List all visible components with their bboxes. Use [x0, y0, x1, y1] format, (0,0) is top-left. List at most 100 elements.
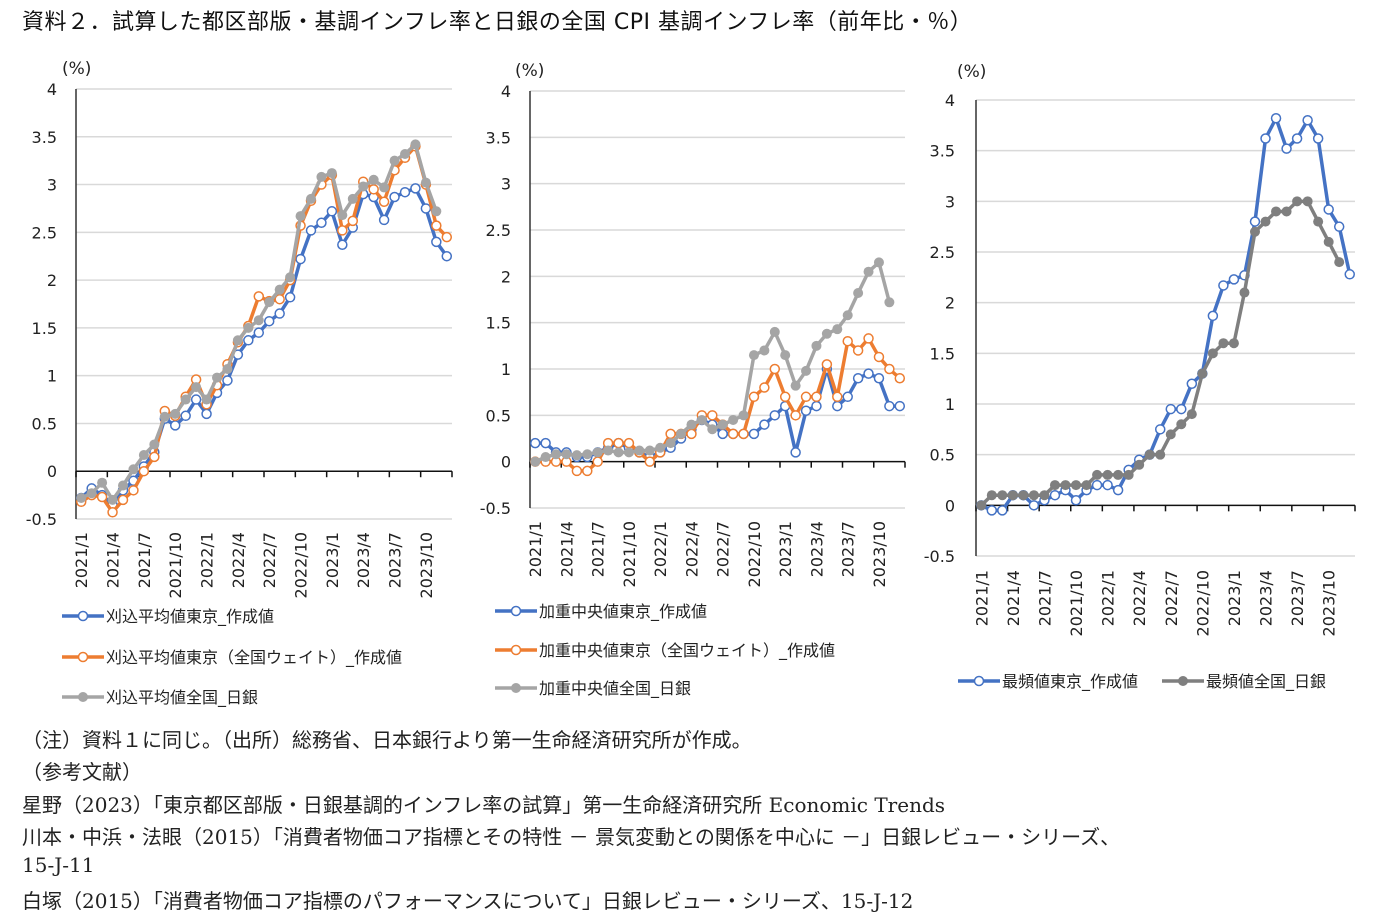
data-point	[326, 206, 338, 217]
data-point	[1123, 469, 1134, 480]
data-point	[1186, 378, 1198, 389]
x-tick-label: 2021/7	[135, 532, 154, 588]
data-point	[389, 155, 400, 166]
legend-label: 最頻値全国_日銀	[1206, 672, 1326, 692]
data-point	[571, 450, 582, 461]
data-point	[655, 442, 666, 453]
legend-label: 刈込平均値全国_日銀	[106, 688, 258, 708]
series-line	[535, 367, 900, 459]
data-point	[1060, 480, 1071, 491]
data-point	[431, 236, 442, 248]
y-tick-label: 1.5	[486, 314, 511, 333]
data-point	[1292, 196, 1303, 207]
data-point	[842, 310, 853, 321]
y-tick-label: 3.5	[930, 142, 955, 161]
data-point	[1270, 112, 1282, 124]
y-tick-label: 1.5	[930, 344, 955, 363]
data-point	[811, 391, 822, 403]
data-point	[790, 410, 801, 421]
data-point	[149, 439, 160, 450]
data-point	[540, 452, 551, 463]
data-point	[811, 340, 822, 351]
y-tick-label: 2.5	[486, 221, 511, 240]
x-tick-label: 2023/1	[1225, 570, 1244, 626]
x-tick-label: 2022/10	[1193, 570, 1212, 636]
data-point	[1260, 133, 1271, 144]
data-point	[337, 225, 348, 236]
data-point	[748, 391, 760, 403]
data-point	[368, 174, 379, 185]
data-point	[873, 373, 885, 384]
data-point	[441, 231, 453, 243]
data-point	[665, 438, 676, 449]
x-tick-label: 2022/7	[1162, 570, 1181, 626]
data-point	[634, 445, 645, 456]
y-tick-label: 3.5	[486, 128, 511, 147]
data-point	[253, 327, 265, 338]
data-point	[540, 437, 551, 449]
y-tick-label: 3	[945, 192, 955, 211]
note-line: 15-J-11	[22, 853, 95, 877]
y-tick-label: 3.5	[32, 128, 57, 147]
data-point	[686, 428, 697, 440]
y-tick-label: 2	[945, 294, 955, 313]
data-point	[400, 148, 410, 159]
chart-1: 4 3.5 3 2.5 2 1.5 1 0.5 0 -0.5 (%) 2021/1 2021/4 2021…	[26, 59, 453, 708]
y-tick-label: 2.5	[930, 243, 955, 262]
x-tick-label: 2023/10	[417, 532, 436, 598]
data-point	[717, 419, 728, 430]
x-tick-label: 2023/4	[807, 521, 826, 577]
note-line: 白塚（2015）「消費者物価コア指標のパフォーマンスについて」日銀レビュー・シリ…	[22, 889, 914, 913]
data-point	[212, 372, 222, 383]
data-point	[676, 428, 687, 439]
data-point	[107, 507, 118, 518]
data-point	[759, 345, 770, 356]
data-point	[138, 449, 149, 460]
y-tick-label: 2.5	[32, 223, 57, 242]
x-tick-label: 2023/7	[386, 532, 405, 588]
data-point	[1155, 449, 1166, 460]
x-tick-label: 2022/1	[651, 521, 670, 577]
data-point	[441, 250, 453, 262]
data-point	[1154, 424, 1166, 435]
data-point	[1249, 216, 1261, 227]
legend-label: 加重中央値全国_日銀	[539, 679, 691, 699]
data-point	[295, 253, 306, 265]
data-point	[1218, 338, 1229, 349]
data-point	[117, 494, 129, 506]
data-point	[295, 211, 306, 222]
data-point	[842, 335, 853, 347]
data-point	[561, 449, 572, 460]
data-point	[530, 456, 541, 467]
x-tick-label: 2022/1	[198, 532, 217, 588]
data-point	[284, 292, 296, 303]
y-tick-label: 0	[945, 496, 955, 515]
data-point	[1313, 216, 1324, 227]
legend-marker	[1178, 676, 1188, 686]
data-point	[368, 184, 379, 195]
data-point	[748, 350, 759, 361]
data-point	[884, 297, 895, 308]
data-point	[707, 410, 718, 421]
data-point	[306, 193, 316, 204]
y-axis-unit: (%)	[515, 61, 544, 81]
x-tick-label: 2021/10	[1067, 570, 1086, 636]
data-point	[613, 437, 624, 449]
y-tick-label: 3	[501, 175, 511, 194]
data-point	[1239, 287, 1250, 298]
data-point	[264, 297, 275, 308]
data-point	[884, 363, 895, 375]
x-tick-label: 2022/4	[229, 532, 248, 588]
data-point	[159, 411, 170, 422]
x-tick-label: 2021/1	[526, 521, 545, 577]
x-tick-label: 2023/1	[776, 521, 795, 577]
data-point	[347, 193, 358, 204]
data-point	[97, 477, 108, 488]
data-point	[190, 394, 202, 405]
data-point	[1007, 490, 1018, 501]
x-tick-label: 2022/1	[1099, 570, 1118, 626]
data-point	[1028, 500, 1040, 511]
data-point	[1281, 206, 1292, 217]
data-point	[1302, 115, 1313, 126]
data-point	[1113, 469, 1124, 480]
